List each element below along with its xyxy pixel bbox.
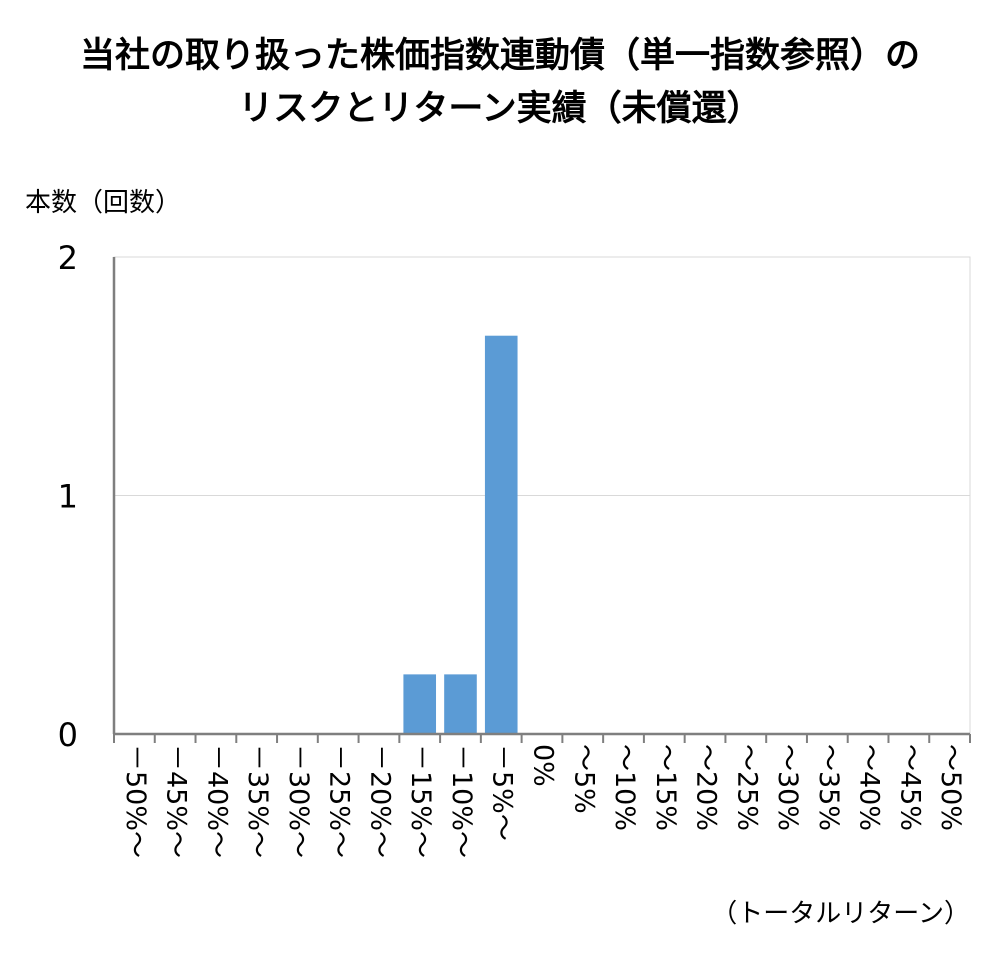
x-tick-label: ～30%	[772, 744, 803, 831]
x-tick-label: ～35%	[813, 744, 844, 831]
y-tick-label: 0	[58, 716, 78, 754]
x-tick-label: ～5%	[568, 744, 599, 814]
x-tick-label: －45%～	[161, 744, 192, 858]
y-axis-label: 本数（回数）	[25, 188, 182, 218]
x-tick-label: ～40%	[854, 744, 885, 831]
x-tick-label: －30%～	[283, 744, 314, 858]
x-tick-label: ～20%	[691, 744, 722, 831]
y-tick-label: 1	[58, 478, 78, 516]
x-tick-label: －40%～	[201, 744, 232, 858]
title-line-2: リスクとリターン実績（未償還）	[238, 89, 762, 129]
bar-7	[403, 674, 437, 734]
x-tick-label: ～50%	[935, 744, 966, 831]
x-tick-label: －25%～	[324, 744, 355, 858]
x-tick-label: ～45%	[894, 744, 925, 831]
x-tick-label: －15%～	[405, 744, 436, 858]
y-tick-label: 2	[58, 239, 78, 277]
x-tick-label: －5%～	[487, 744, 518, 841]
x-tick-label: ～15%	[650, 744, 681, 831]
bar-9	[484, 335, 518, 734]
x-tick-label: －35%～	[242, 744, 273, 858]
x-tick-label: ～25%	[731, 744, 762, 831]
title-line-1: 当社の取り扱った株価指数連動債（単一指数参照）の	[79, 36, 920, 76]
x-tick-label: －50%～	[120, 744, 151, 858]
x-tick-label: －20%～	[364, 744, 395, 858]
x-tick-label: ～10%	[609, 744, 640, 831]
x-tick-label: 0%	[528, 744, 559, 787]
bar-8	[444, 674, 477, 734]
x-tick-label: －10%～	[446, 744, 477, 858]
chart-title: 当社の取り扱った株価指数連動債（単一指数参照）の リスクとリターン実績（未償還）	[0, 30, 1000, 136]
x-axis-label: （トータルリターン）	[711, 899, 970, 929]
